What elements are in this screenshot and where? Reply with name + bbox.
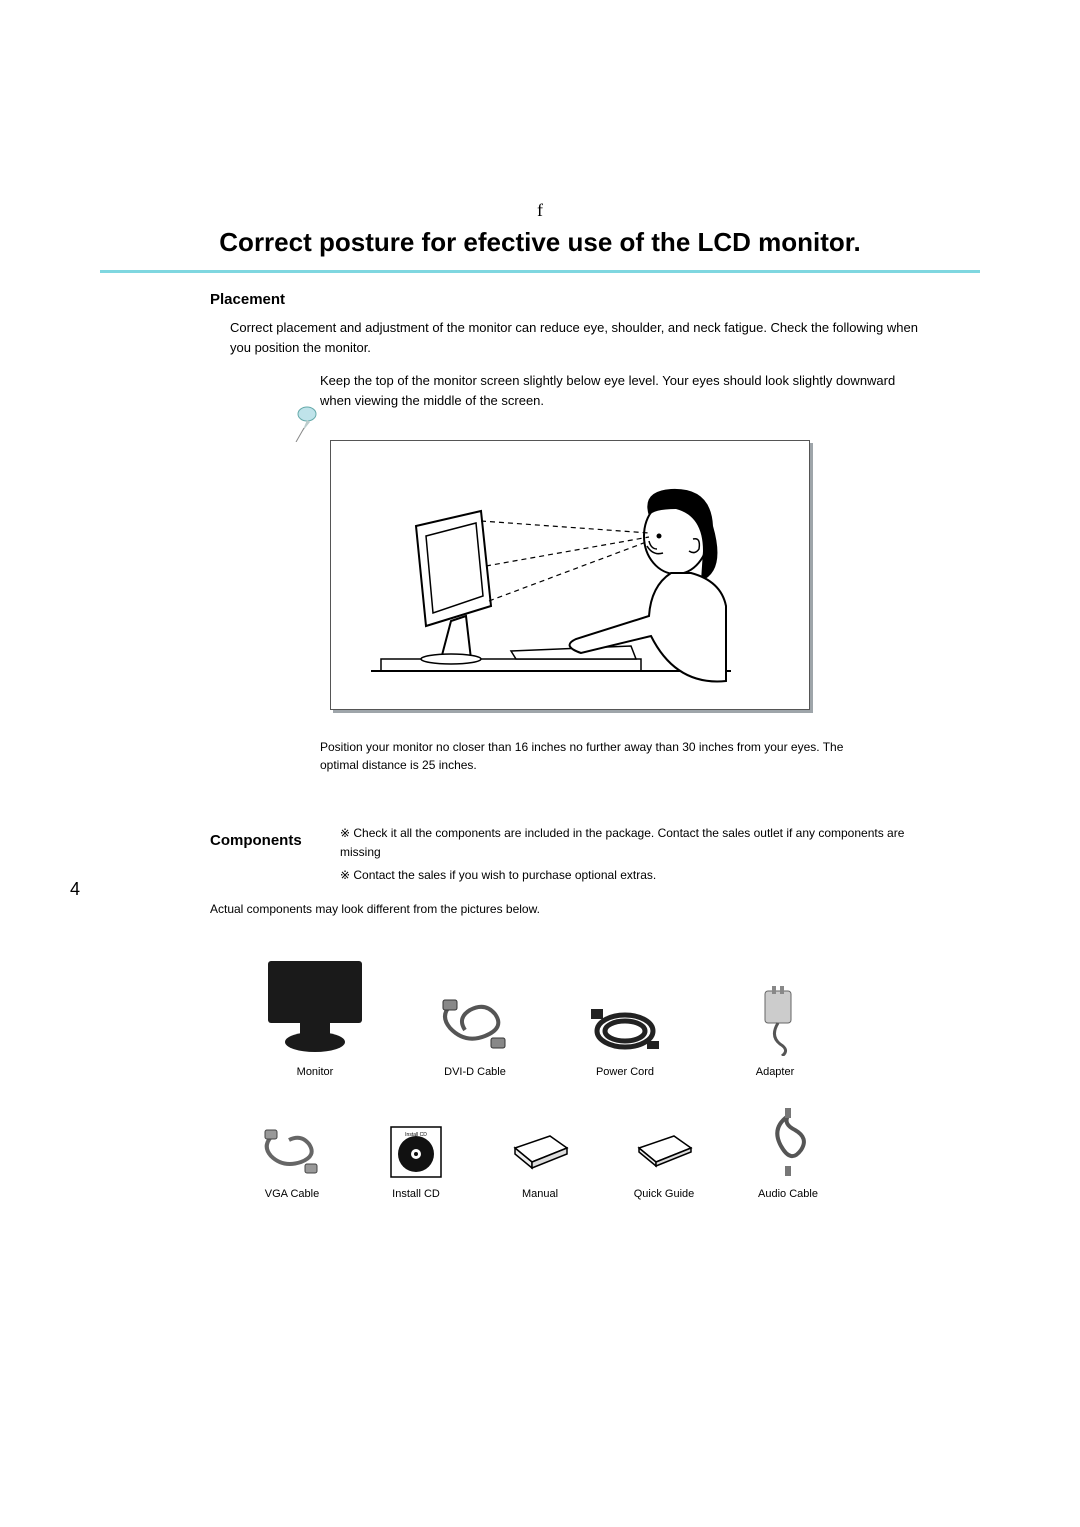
placement-tip: Keep the top of the monitor screen sligh… <box>320 371 900 410</box>
component-label: Audio Cable <box>758 1188 818 1200</box>
quickguide-icon <box>629 1128 699 1178</box>
component-label: VGA Cable <box>265 1188 319 1200</box>
components-row-1: Monitor DVI-D Cable Power Cord <box>230 956 850 1078</box>
component-audio: Audio Cable <box>726 1108 850 1200</box>
cable-icon <box>435 996 515 1056</box>
audiocable-icon <box>761 1108 816 1178</box>
component-label: Install CD <box>392 1188 440 1200</box>
page-number: 4 <box>70 879 80 900</box>
pin-icon <box>290 402 330 442</box>
components-notes: ※ Check it all the components are includ… <box>340 824 920 890</box>
posture-illustration <box>300 420 820 720</box>
component-quickguide: Quick Guide <box>602 1128 726 1200</box>
placement-caption: Position your monitor no closer than 16 … <box>320 738 880 774</box>
cd-icon: Install CD <box>390 1126 442 1178</box>
component-label: Quick Guide <box>634 1188 695 1200</box>
component-adapter: Adapter <box>700 986 850 1078</box>
components-note-2: ※ Contact the sales if you wish to purch… <box>340 866 920 885</box>
monitor-icon <box>260 956 370 1056</box>
components-row-2: VGA Cable Install CD Install CD M <box>230 1108 850 1200</box>
powercord-icon <box>585 1001 665 1056</box>
component-label: Manual <box>522 1188 558 1200</box>
placement-intro: Correct placement and adjustment of the … <box>230 318 920 357</box>
components-disclaimer: Actual components may look different fro… <box>210 902 980 916</box>
component-manual: Manual <box>478 1128 602 1200</box>
component-label: Adapter <box>756 1066 795 1078</box>
component-label: DVI-D Cable <box>444 1066 506 1078</box>
title-rule <box>100 270 980 273</box>
svg-text:Install CD: Install CD <box>405 1132 427 1138</box>
stray-char: f <box>100 200 980 221</box>
component-vga: VGA Cable <box>230 1128 354 1200</box>
component-powercord: Power Cord <box>550 1001 700 1078</box>
component-label: Power Cord <box>596 1066 654 1078</box>
manual-icon <box>505 1128 575 1178</box>
adapter-icon <box>740 986 810 1056</box>
components-heading: Components <box>210 824 340 849</box>
components-note-1: ※ Check it all the components are includ… <box>340 824 920 862</box>
component-cd: Install CD Install CD <box>354 1126 478 1200</box>
component-dvid: DVI-D Cable <box>400 996 550 1078</box>
page-title: Correct posture for efective use of the … <box>100 227 980 258</box>
component-label: Monitor <box>297 1066 334 1078</box>
placement-heading: Placement <box>210 291 980 308</box>
component-monitor: Monitor <box>230 956 400 1078</box>
vga-icon <box>257 1128 327 1178</box>
